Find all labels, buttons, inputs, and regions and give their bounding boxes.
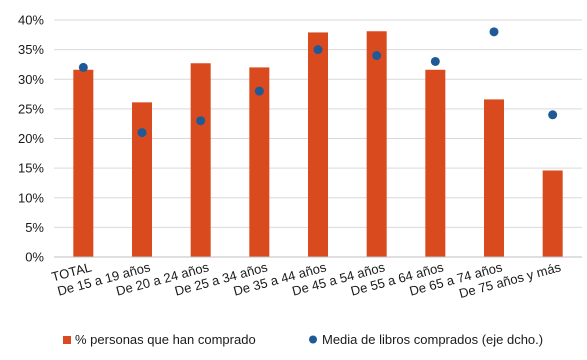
y-tick-label: 30% bbox=[18, 72, 44, 87]
scatter-series bbox=[78, 27, 558, 138]
bar bbox=[484, 99, 504, 258]
bar bbox=[132, 102, 152, 257]
y-tick-label: 0% bbox=[25, 250, 44, 265]
y-tick-label: 40% bbox=[18, 13, 44, 28]
y-axis-ticks: 0% 5% 10% 15% 20% 25% 30% 35% 40% bbox=[18, 13, 44, 265]
bar-series bbox=[73, 31, 563, 258]
legend-bar-swatch bbox=[63, 336, 71, 344]
bar bbox=[366, 31, 387, 257]
data-point bbox=[137, 128, 147, 138]
data-point bbox=[430, 56, 440, 66]
y-tick-label: 35% bbox=[18, 42, 44, 57]
legend-point-swatch bbox=[309, 335, 317, 344]
data-point bbox=[254, 86, 264, 96]
bar bbox=[308, 32, 328, 257]
legend-bar-label: % personas que han comprado bbox=[75, 332, 256, 347]
y-tick-label: 10% bbox=[18, 190, 44, 205]
y-tick-label: 25% bbox=[18, 101, 44, 116]
y-tick-label: 15% bbox=[18, 161, 44, 176]
legend: % personas que han comprado Media de lib… bbox=[63, 332, 543, 347]
bar bbox=[425, 69, 446, 258]
bar bbox=[73, 69, 94, 258]
data-point bbox=[196, 116, 206, 126]
data-point bbox=[313, 45, 323, 55]
data-point bbox=[489, 27, 499, 37]
legend-point-label: Media de libros comprados (eje dcho.) bbox=[322, 332, 543, 347]
data-point bbox=[548, 110, 558, 120]
bar bbox=[542, 170, 563, 257]
bar bbox=[190, 63, 211, 257]
data-point bbox=[78, 62, 88, 72]
data-point bbox=[372, 51, 382, 61]
bar bbox=[249, 67, 270, 258]
y-tick-label: 20% bbox=[18, 131, 44, 146]
y-tick-label: 5% bbox=[25, 220, 44, 235]
